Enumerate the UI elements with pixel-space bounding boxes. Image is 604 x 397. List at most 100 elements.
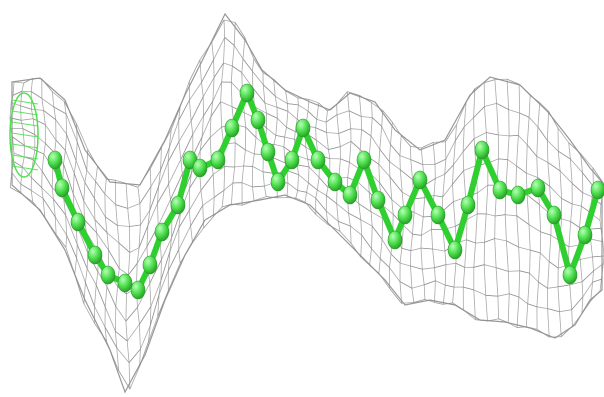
mesh-line [538, 252, 541, 283]
mesh-line [192, 136, 203, 156]
mesh-line [72, 173, 75, 194]
mesh-line [86, 169, 96, 182]
mesh-line [599, 279, 602, 291]
mesh-line [115, 331, 118, 348]
atom [342, 185, 358, 205]
atom [154, 222, 170, 242]
mesh-line [338, 128, 351, 134]
mesh-line [53, 106, 57, 120]
mesh-line [232, 65, 242, 73]
mesh-line [158, 270, 169, 295]
mesh-line [477, 184, 489, 194]
mesh-line [285, 90, 298, 99]
mesh-line [360, 235, 363, 258]
mesh-line [223, 19, 226, 38]
mesh-line [224, 37, 235, 46]
mesh-line [221, 190, 225, 208]
mesh-line [305, 147, 309, 160]
mesh-line [420, 247, 433, 250]
atom [260, 142, 276, 162]
mesh-line [485, 185, 489, 214]
mesh-line [590, 238, 603, 243]
mesh-line [178, 225, 191, 250]
mesh-line [125, 294, 127, 322]
mesh-line [308, 99, 319, 104]
mesh-line [424, 299, 435, 303]
mesh-line [445, 262, 456, 265]
mesh-line [561, 218, 571, 222]
mesh-line [213, 59, 215, 78]
mesh-line [421, 228, 432, 236]
mesh-line [252, 87, 266, 104]
mesh-line [168, 249, 179, 271]
mesh-line [484, 106, 487, 133]
mesh-line [505, 214, 517, 217]
mesh-line [95, 181, 106, 195]
mesh-line [547, 286, 559, 289]
mesh-line [371, 225, 383, 240]
mesh-line [464, 239, 467, 268]
mesh-line [93, 181, 96, 199]
mesh-line [128, 252, 131, 275]
atom [577, 225, 593, 245]
mesh-line [138, 224, 141, 248]
mesh-line [108, 249, 120, 269]
mesh-line [169, 237, 172, 252]
terminal-ring-mesh [9, 92, 39, 178]
mesh-line [537, 126, 548, 141]
mesh-line [51, 91, 55, 108]
mesh-line [129, 366, 140, 390]
atom [117, 273, 133, 293]
mesh-line [245, 126, 257, 138]
mesh-line [285, 90, 288, 104]
mesh-line [178, 211, 181, 228]
mesh-line [55, 139, 66, 151]
mesh-line [581, 270, 594, 283]
mesh-line [253, 137, 257, 155]
mesh-line [463, 165, 477, 171]
mesh-line [201, 59, 214, 83]
mesh-line [348, 110, 352, 129]
mesh-line [350, 141, 361, 150]
mesh-line [444, 164, 454, 175]
mesh-line [357, 181, 370, 193]
mesh-line [316, 119, 327, 123]
mesh-line [371, 248, 381, 260]
mesh-line [497, 296, 499, 319]
mesh-line [420, 147, 424, 165]
mesh-line [325, 122, 327, 133]
mesh-line [212, 197, 215, 217]
atom [460, 195, 476, 215]
mesh-line [95, 166, 98, 182]
mesh-line [336, 110, 350, 116]
mesh-line [378, 258, 381, 274]
mesh-line [389, 176, 393, 200]
mesh-line [326, 187, 329, 196]
mesh-line [297, 97, 299, 105]
mesh-line [529, 250, 531, 274]
mesh-line [158, 280, 162, 295]
mesh-line [136, 246, 148, 264]
mesh-line [599, 204, 602, 221]
mesh-line [83, 200, 96, 220]
mesh-line [442, 183, 453, 198]
mesh-line [149, 168, 152, 187]
mesh-line [106, 232, 109, 251]
mesh-line [286, 127, 296, 132]
mesh-line [232, 166, 236, 183]
ring-mesh-line [11, 132, 39, 138]
mesh-line [209, 116, 212, 138]
mesh-line [178, 120, 192, 142]
mesh-line [444, 159, 447, 175]
mesh-line [590, 282, 593, 302]
mesh-line [358, 203, 362, 220]
mesh-line [526, 194, 540, 205]
mesh-line [115, 204, 128, 209]
mesh-line [31, 177, 42, 188]
mesh-line [30, 190, 44, 199]
mesh-line [350, 225, 362, 236]
mesh-line [388, 161, 391, 178]
mesh-line [189, 82, 202, 101]
mesh-line [336, 114, 340, 134]
mesh-line [86, 252, 89, 269]
